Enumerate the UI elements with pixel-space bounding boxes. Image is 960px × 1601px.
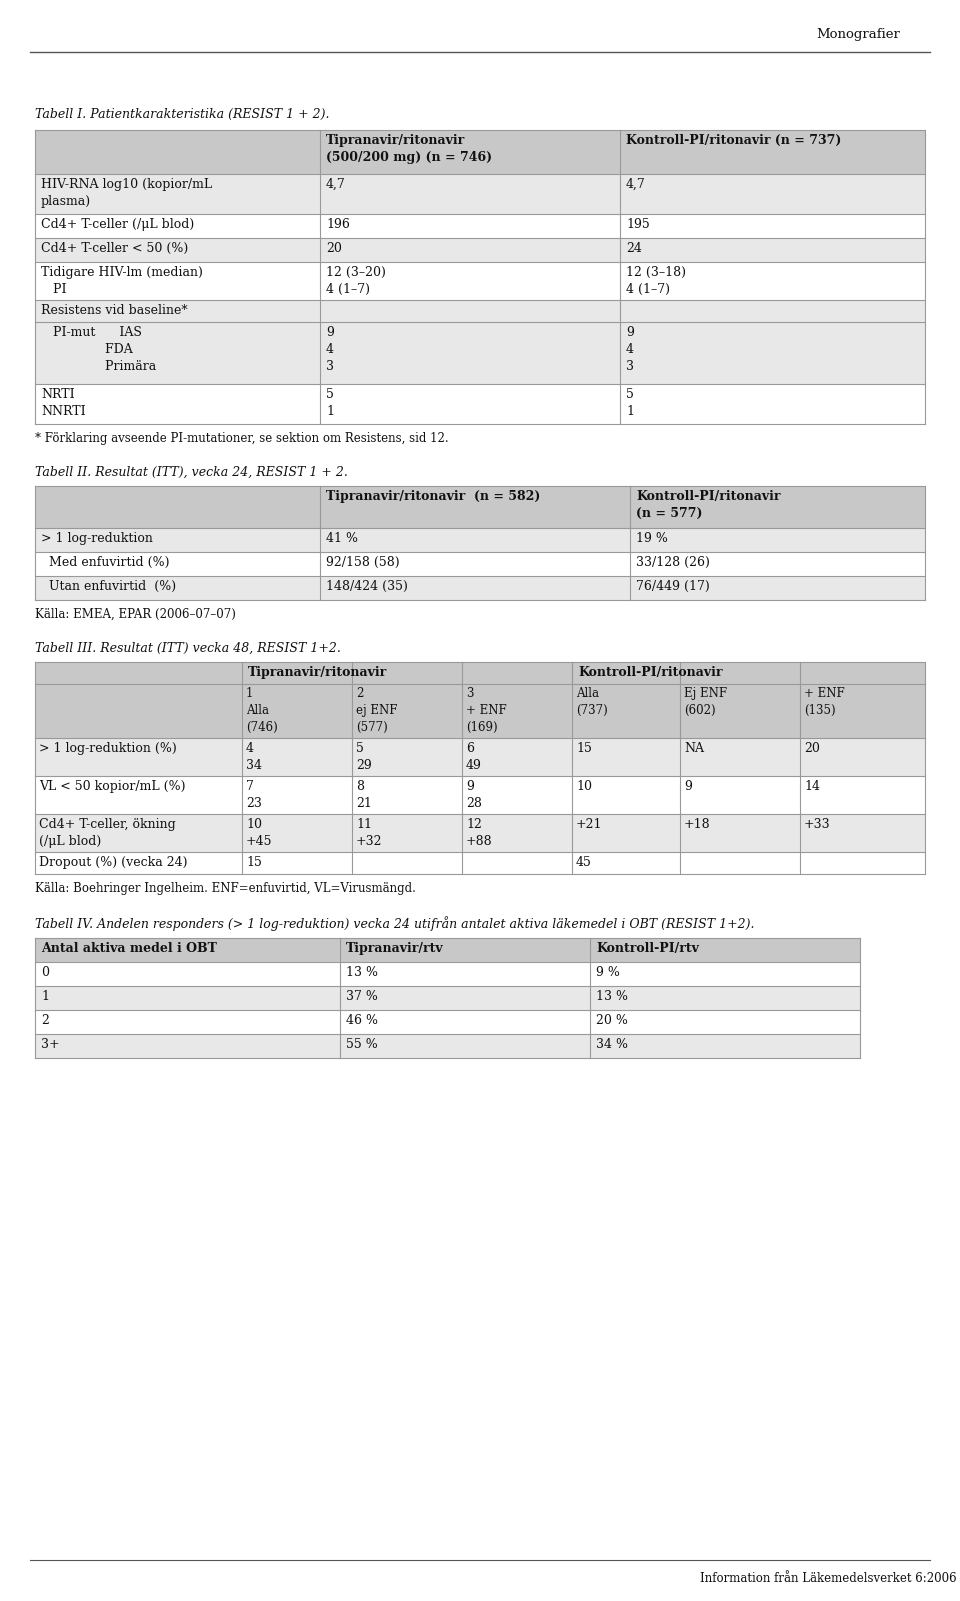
Bar	[35, 384, 925, 424]
Text: Tipranavir/ritonavir
(500/200 mg) (n = 746): Tipranavir/ritonavir (500/200 mg) (n = 7…	[326, 134, 492, 163]
Text: Med enfuvirtid (%): Med enfuvirtid (%)	[41, 556, 170, 568]
Bar	[35, 684, 925, 738]
Bar	[35, 215, 925, 239]
Text: Tipranavir/ritonavir: Tipranavir/ritonavir	[248, 666, 387, 679]
Text: Tabell II. Resultat (ITT), vecka 24, RESIST 1 + 2.: Tabell II. Resultat (ITT), vecka 24, RES…	[35, 466, 348, 479]
Text: Cd4+ T-celler (/μL blod): Cd4+ T-celler (/μL blod)	[41, 218, 194, 231]
Text: 148/424 (35): 148/424 (35)	[326, 580, 408, 592]
Text: + ENF
(135): + ENF (135)	[804, 687, 845, 717]
Text: 9 %: 9 %	[596, 965, 620, 978]
Text: 20: 20	[804, 741, 820, 756]
Text: Tabell IV. Andelen responders (> 1 log-reduktion) vecka 24 utifrån antalet aktiv: Tabell IV. Andelen responders (> 1 log-r…	[35, 916, 755, 930]
Text: 37 %: 37 %	[346, 989, 378, 1002]
Text: * Förklaring avseende PI-mutationer, se sektion om Resistens, sid 12.: * Förklaring avseende PI-mutationer, se …	[35, 432, 448, 445]
Text: 20: 20	[326, 242, 342, 255]
Text: 0: 0	[41, 965, 49, 978]
Text: 195: 195	[626, 218, 650, 231]
Bar	[35, 576, 925, 600]
Bar	[35, 175, 925, 215]
Text: 3+: 3+	[41, 1037, 60, 1050]
Text: +21: +21	[576, 818, 603, 831]
Bar	[35, 263, 925, 299]
Bar	[35, 776, 925, 813]
Bar	[35, 1034, 860, 1058]
Text: 12 (3–18)
4 (1–7): 12 (3–18) 4 (1–7)	[626, 266, 686, 296]
Text: 13 %: 13 %	[346, 965, 378, 978]
Text: Källa: Boehringer Ingelheim. ENF=enfuvirtid, VL=Virusmängd.: Källa: Boehringer Ingelheim. ENF=enfuvir…	[35, 882, 416, 895]
Text: 9
4
3: 9 4 3	[626, 327, 634, 373]
Text: VL < 50 kopior/mL (%): VL < 50 kopior/mL (%)	[39, 780, 185, 792]
Text: Tidigare HIV-lm (median)
   PI: Tidigare HIV-lm (median) PI	[41, 266, 203, 296]
Text: 196: 196	[326, 218, 349, 231]
Text: 12
+88: 12 +88	[466, 818, 492, 849]
Text: +18: +18	[684, 818, 710, 831]
Text: 1: 1	[41, 989, 49, 1002]
Bar	[35, 986, 860, 1010]
Bar	[35, 738, 925, 776]
Text: Tabell I. Patientkarakteristika (RESIST 1 + 2).: Tabell I. Patientkarakteristika (RESIST …	[35, 107, 329, 122]
Text: Kontroll-PI/rtv: Kontroll-PI/rtv	[596, 941, 699, 956]
Text: Kontroll-PI/ritonavir (n = 737): Kontroll-PI/ritonavir (n = 737)	[626, 134, 841, 147]
Text: NRTI
NNRTI: NRTI NNRTI	[41, 387, 85, 418]
Text: Cd4+ T-celler, ökning
(/μL blod): Cd4+ T-celler, ökning (/μL blod)	[39, 818, 176, 849]
Text: 15: 15	[576, 741, 592, 756]
Text: +33: +33	[804, 818, 830, 831]
Text: 4,7: 4,7	[326, 178, 346, 191]
Bar	[35, 852, 925, 874]
Text: 9
4
3: 9 4 3	[326, 327, 334, 373]
Bar	[35, 1010, 860, 1034]
Text: 12 (3–20)
4 (1–7): 12 (3–20) 4 (1–7)	[326, 266, 386, 296]
Text: Monografier: Monografier	[816, 27, 900, 42]
Text: 4
34: 4 34	[246, 741, 262, 772]
Text: 10: 10	[576, 780, 592, 792]
Text: 11
+32: 11 +32	[356, 818, 382, 849]
Text: Tipranavir/ritonavir  (n = 582): Tipranavir/ritonavir (n = 582)	[326, 490, 540, 503]
Text: 13 %: 13 %	[596, 989, 628, 1002]
Text: 20 %: 20 %	[596, 1013, 628, 1026]
Text: 76/449 (17): 76/449 (17)	[636, 580, 709, 592]
Text: 10
+45: 10 +45	[246, 818, 273, 849]
Text: 92/158 (58): 92/158 (58)	[326, 556, 399, 568]
Text: 6
49: 6 49	[466, 741, 482, 772]
Text: 15: 15	[246, 857, 262, 869]
Text: NA: NA	[684, 741, 704, 756]
Bar	[35, 962, 860, 986]
Text: 33/128 (26): 33/128 (26)	[636, 556, 709, 568]
Text: 7
23: 7 23	[246, 780, 262, 810]
Text: > 1 log-reduktion (%): > 1 log-reduktion (%)	[39, 741, 177, 756]
Text: Information från Läkemedelsverket 6:2006   11: Information från Läkemedelsverket 6:2006…	[700, 1572, 960, 1585]
Bar	[35, 487, 925, 528]
Text: Resistens vid baseline*: Resistens vid baseline*	[41, 304, 187, 317]
Text: 45: 45	[576, 857, 592, 869]
Text: 46 %: 46 %	[346, 1013, 378, 1026]
Text: 5
1: 5 1	[626, 387, 634, 418]
Text: 19 %: 19 %	[636, 532, 668, 544]
Bar	[35, 299, 925, 322]
Bar	[35, 813, 925, 852]
Text: Källa: EMEA, EPAR (2006–07–07): Källa: EMEA, EPAR (2006–07–07)	[35, 608, 236, 621]
Text: 5
29: 5 29	[356, 741, 372, 772]
Text: 9: 9	[684, 780, 692, 792]
Bar	[35, 528, 925, 552]
Text: Antal aktiva medel i OBT: Antal aktiva medel i OBT	[41, 941, 217, 956]
Text: Tipranavir/rtv: Tipranavir/rtv	[346, 941, 444, 956]
Text: Kontroll-PI/ritonavir
(n = 577): Kontroll-PI/ritonavir (n = 577)	[636, 490, 780, 520]
Text: > 1 log-reduktion: > 1 log-reduktion	[41, 532, 153, 544]
Text: 24: 24	[626, 242, 642, 255]
Bar	[35, 130, 925, 175]
Text: 1
Alla
(746): 1 Alla (746)	[246, 687, 277, 733]
Text: Alla
(737): Alla (737)	[576, 687, 608, 717]
Bar	[35, 661, 925, 684]
Text: HIV-RNA log10 (kopior/mL
plasma): HIV-RNA log10 (kopior/mL plasma)	[41, 178, 212, 208]
Text: 5
1: 5 1	[326, 387, 334, 418]
Text: Cd4+ T-celler < 50 (%): Cd4+ T-celler < 50 (%)	[41, 242, 188, 255]
Text: 2: 2	[41, 1013, 49, 1026]
Text: 55 %: 55 %	[346, 1037, 377, 1050]
Text: Utan enfuvirtid  (%): Utan enfuvirtid (%)	[41, 580, 176, 592]
Text: Kontroll-PI/ritonavir: Kontroll-PI/ritonavir	[578, 666, 723, 679]
Text: 4,7: 4,7	[626, 178, 646, 191]
Text: PI-mut      IAS
                FDA
                Primära: PI-mut IAS FDA Primära	[41, 327, 156, 373]
Text: 8
21: 8 21	[356, 780, 372, 810]
Text: Dropout (%) (vecka 24): Dropout (%) (vecka 24)	[39, 857, 187, 869]
Text: Tabell III. Resultat (ITT) vecka 48, RESIST 1+2.: Tabell III. Resultat (ITT) vecka 48, RES…	[35, 642, 341, 655]
